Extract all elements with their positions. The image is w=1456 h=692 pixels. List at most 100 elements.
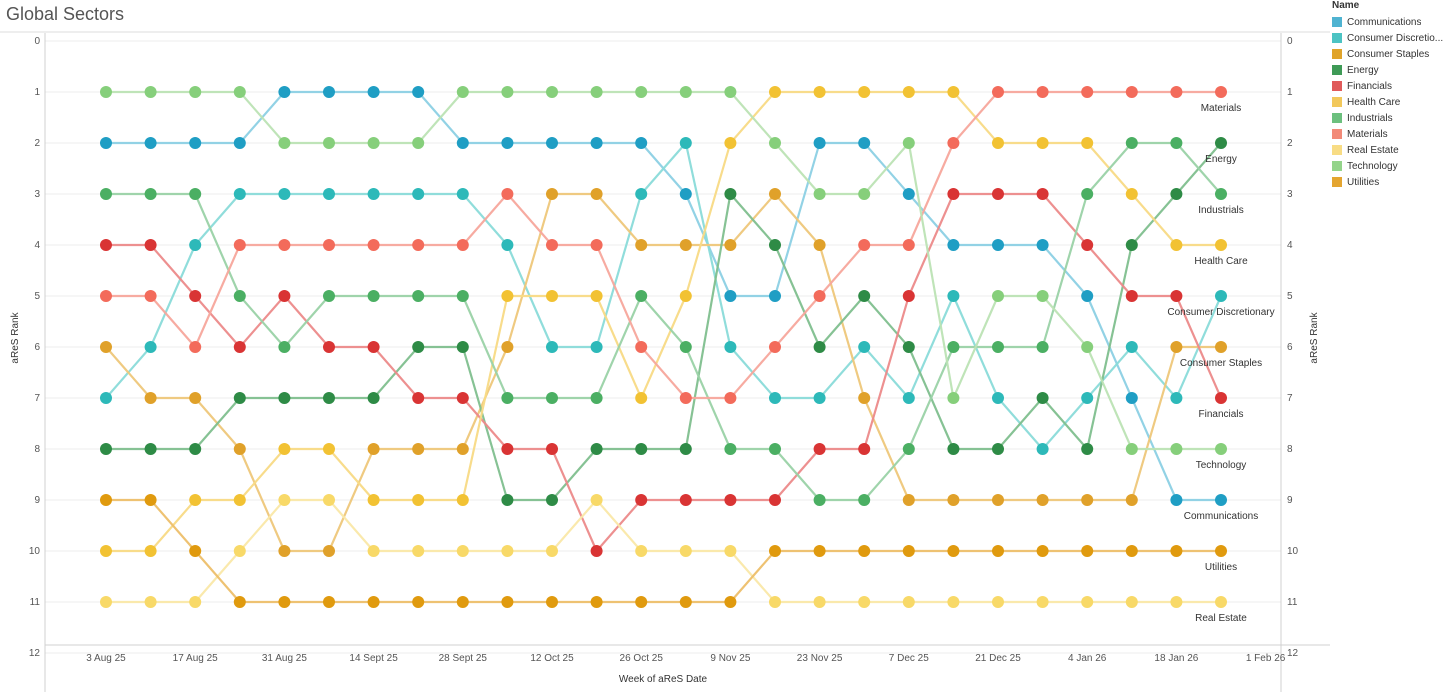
data-point[interactable] — [412, 392, 425, 404]
data-point[interactable] — [590, 188, 603, 200]
data-point[interactable] — [769, 137, 781, 149]
data-point[interactable] — [1215, 86, 1227, 98]
data-point[interactable] — [189, 392, 202, 404]
data-point[interactable] — [947, 239, 960, 251]
data-point[interactable] — [635, 86, 648, 98]
data-point[interactable] — [1125, 137, 1138, 149]
data-point[interactable] — [635, 494, 648, 506]
data-point[interactable] — [590, 137, 603, 149]
data-point[interactable] — [724, 239, 737, 251]
data-point[interactable] — [412, 239, 425, 251]
data-point[interactable] — [813, 341, 826, 353]
data-point[interactable] — [412, 86, 425, 98]
data-point[interactable] — [902, 494, 915, 506]
data-point[interactable] — [412, 596, 425, 608]
data-point[interactable] — [546, 545, 558, 557]
data-point[interactable] — [412, 188, 425, 200]
data-point[interactable] — [323, 341, 335, 353]
data-point[interactable] — [189, 443, 202, 455]
data-point[interactable] — [679, 545, 692, 557]
data-point[interactable] — [278, 188, 291, 200]
data-point[interactable] — [769, 86, 781, 98]
data-point[interactable] — [769, 494, 781, 506]
data-point[interactable] — [233, 392, 246, 404]
data-point[interactable] — [769, 443, 781, 455]
data-point[interactable] — [1215, 188, 1227, 200]
data-point[interactable] — [992, 188, 1004, 200]
data-point[interactable] — [1081, 86, 1094, 98]
data-point[interactable] — [813, 392, 826, 404]
legend-item[interactable]: Health Care — [1332, 94, 1456, 110]
data-point[interactable] — [233, 239, 246, 251]
data-point[interactable] — [546, 494, 558, 506]
data-point[interactable] — [233, 137, 246, 149]
data-point[interactable] — [992, 137, 1004, 149]
data-point[interactable] — [679, 443, 692, 455]
data-point[interactable] — [769, 239, 781, 251]
data-point[interactable] — [992, 443, 1004, 455]
data-point[interactable] — [724, 596, 737, 608]
data-point[interactable] — [233, 188, 246, 200]
data-point[interactable] — [1170, 290, 1183, 302]
data-point[interactable] — [546, 188, 558, 200]
data-point[interactable] — [100, 494, 112, 506]
data-point[interactable] — [189, 341, 202, 353]
legend-item[interactable]: Energy — [1332, 62, 1456, 78]
data-point[interactable] — [501, 86, 514, 98]
data-point[interactable] — [858, 86, 871, 98]
data-point[interactable] — [679, 290, 692, 302]
data-point[interactable] — [456, 341, 469, 353]
data-point[interactable] — [679, 188, 692, 200]
data-point[interactable] — [947, 392, 960, 404]
data-point[interactable] — [1170, 137, 1183, 149]
legend-item[interactable]: Materials — [1332, 126, 1456, 142]
data-point[interactable] — [456, 494, 469, 506]
data-point[interactable] — [590, 545, 603, 557]
data-point[interactable] — [456, 86, 469, 98]
data-point[interactable] — [501, 596, 514, 608]
data-point[interactable] — [1125, 239, 1138, 251]
data-point[interactable] — [902, 86, 915, 98]
data-point[interactable] — [367, 392, 380, 404]
data-point[interactable] — [278, 545, 291, 557]
data-point[interactable] — [858, 341, 871, 353]
data-point[interactable] — [1170, 443, 1183, 455]
data-point[interactable] — [323, 392, 335, 404]
data-point[interactable] — [679, 341, 692, 353]
data-point[interactable] — [679, 239, 692, 251]
data-point[interactable] — [813, 290, 826, 302]
data-point[interactable] — [100, 239, 112, 251]
data-point[interactable] — [813, 137, 826, 149]
data-point[interactable] — [501, 545, 514, 557]
data-point[interactable] — [456, 596, 469, 608]
data-point[interactable] — [1215, 443, 1227, 455]
data-point[interactable] — [992, 596, 1004, 608]
data-point[interactable] — [233, 494, 246, 506]
data-point[interactable] — [902, 188, 915, 200]
data-point[interactable] — [100, 443, 112, 455]
legend-item[interactable]: Consumer Staples — [1332, 46, 1456, 62]
data-point[interactable] — [412, 290, 425, 302]
data-point[interactable] — [278, 494, 291, 506]
data-point[interactable] — [100, 341, 112, 353]
data-point[interactable] — [278, 290, 291, 302]
data-point[interactable] — [100, 392, 112, 404]
data-point[interactable] — [724, 290, 737, 302]
data-point[interactable] — [278, 239, 291, 251]
data-point[interactable] — [635, 443, 648, 455]
data-point[interactable] — [367, 341, 380, 353]
data-point[interactable] — [1215, 290, 1227, 302]
data-point[interactable] — [456, 290, 469, 302]
data-point[interactable] — [456, 392, 469, 404]
data-point[interactable] — [100, 596, 112, 608]
legend-item[interactable]: Real Estate — [1332, 142, 1456, 158]
data-point[interactable] — [278, 341, 291, 353]
data-point[interactable] — [501, 494, 514, 506]
data-point[interactable] — [278, 392, 291, 404]
data-point[interactable] — [100, 86, 112, 98]
data-point[interactable] — [1170, 545, 1183, 557]
legend-item[interactable]: Industrials — [1332, 110, 1456, 126]
data-point[interactable] — [501, 290, 514, 302]
data-point[interactable] — [635, 239, 648, 251]
data-point[interactable] — [635, 545, 648, 557]
